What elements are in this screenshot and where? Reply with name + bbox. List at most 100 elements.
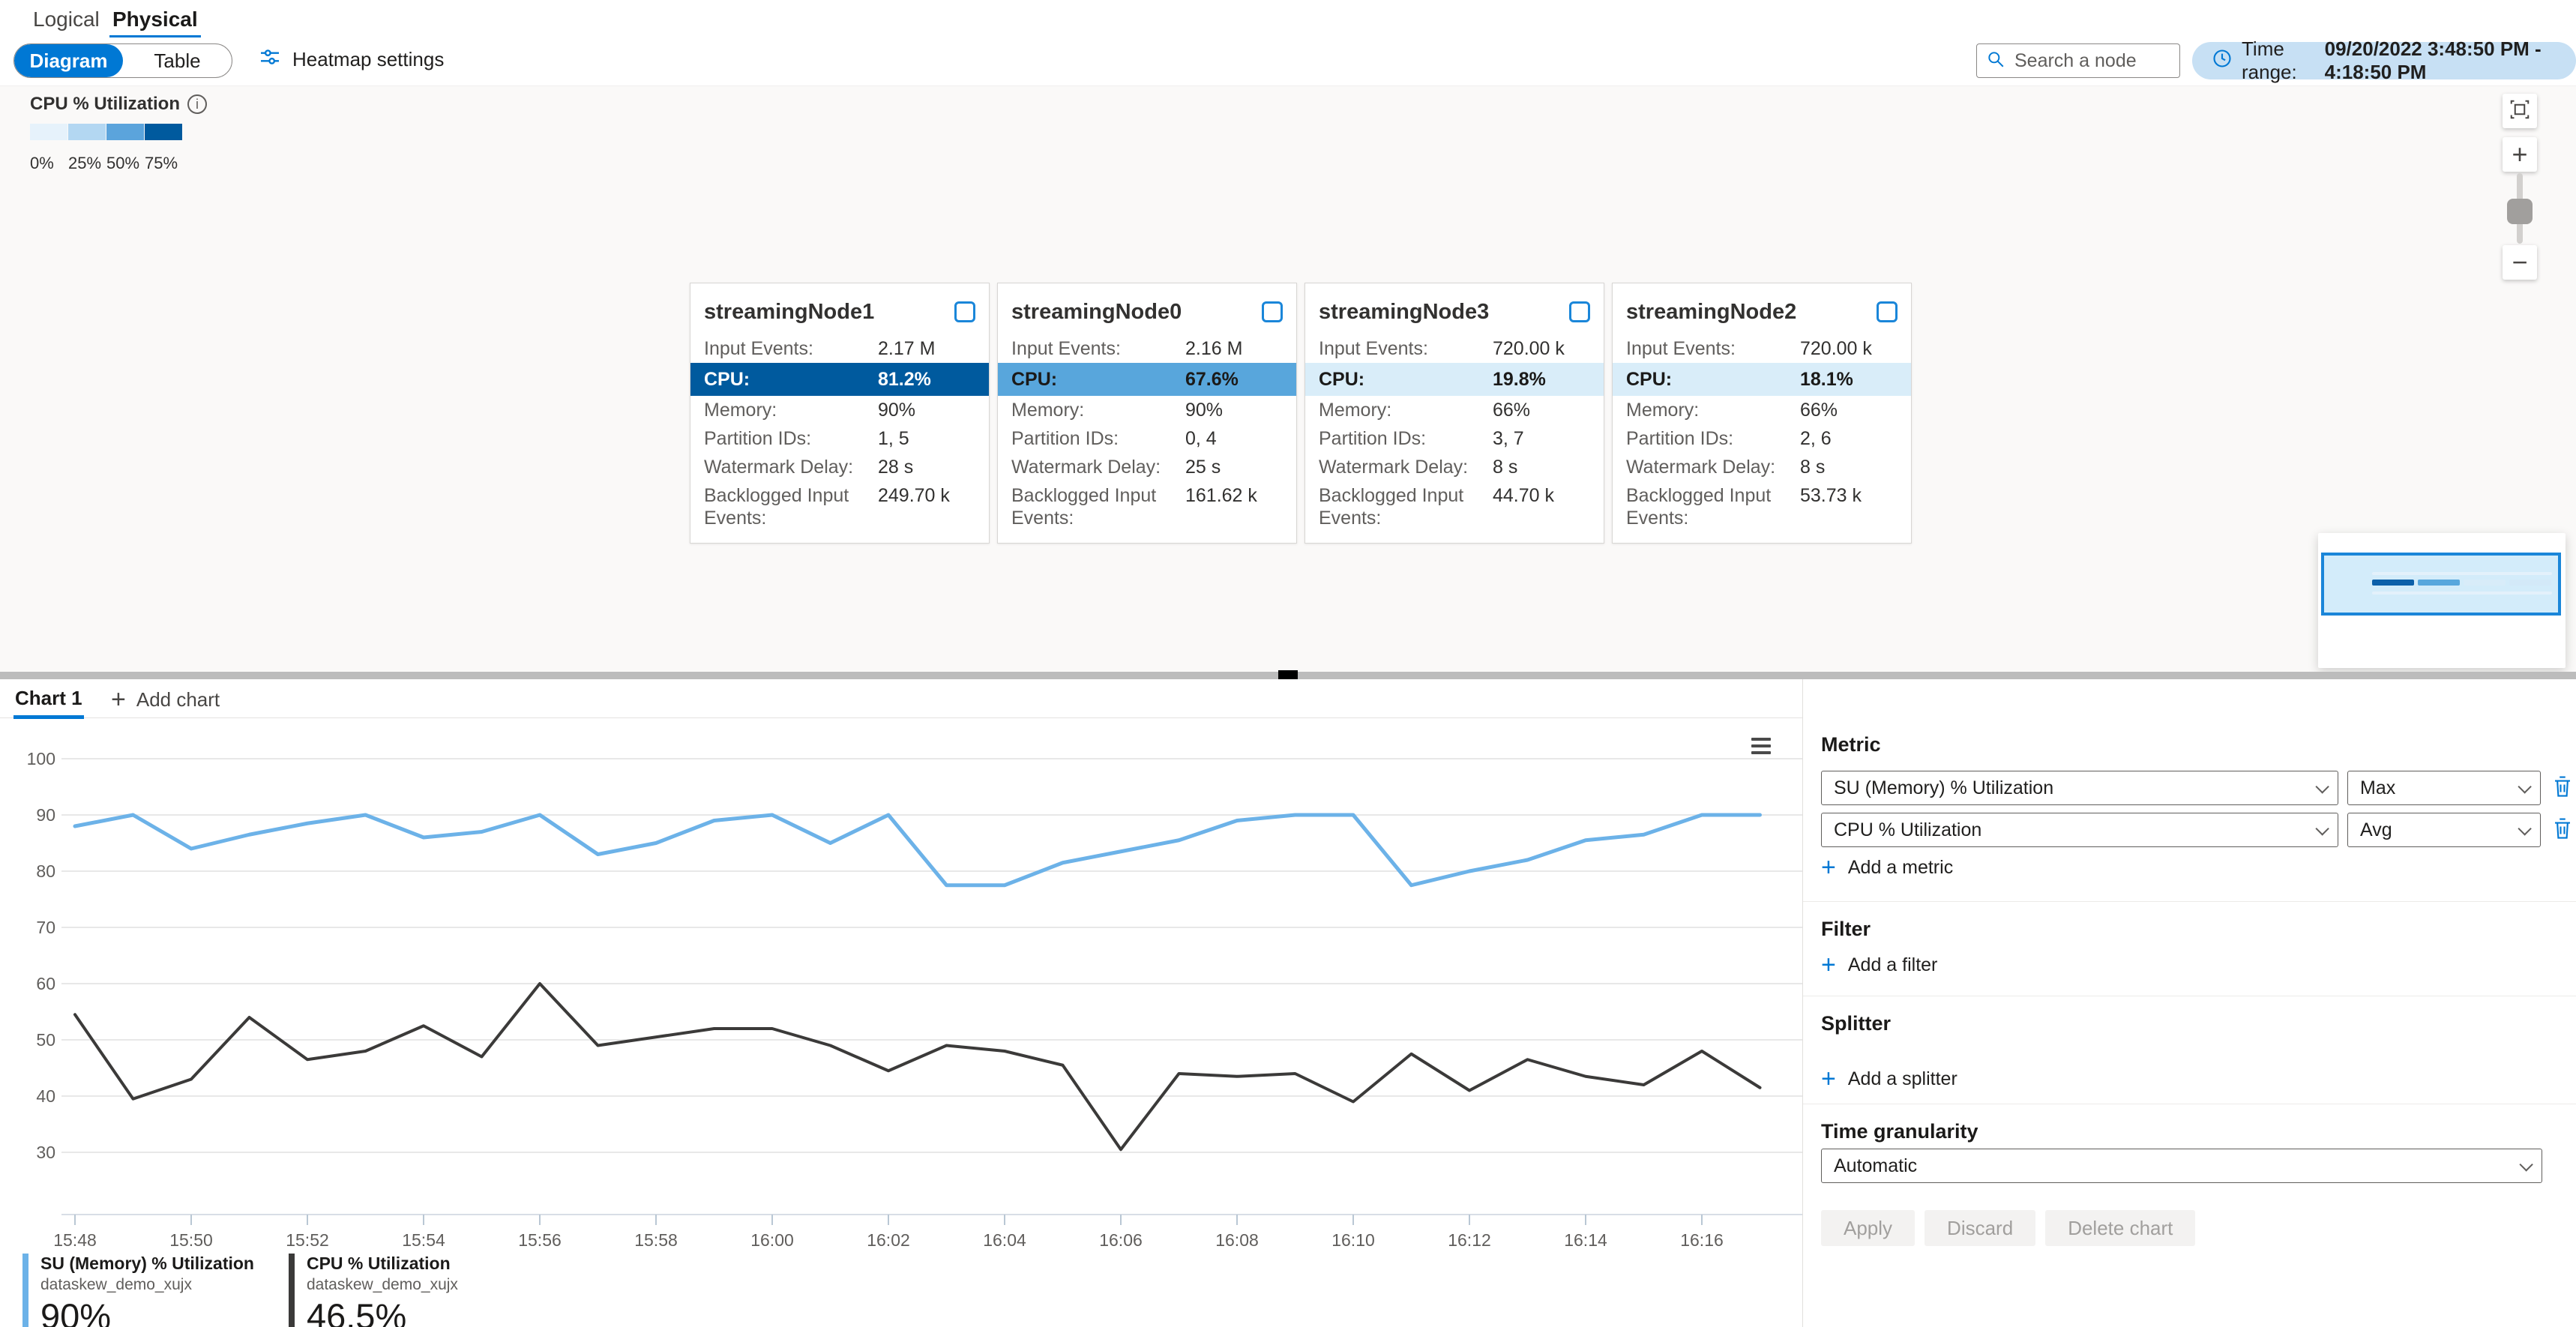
time-granularity-select[interactable]: Automatic — [1821, 1149, 2542, 1183]
zoom-in-button[interactable]: + — [2503, 137, 2537, 172]
metric-value: 66% — [1800, 399, 1838, 421]
node-checkbox[interactable] — [954, 301, 975, 322]
node-checkbox[interactable] — [1877, 301, 1898, 322]
add-filter-label: Add a filter — [1848, 954, 1938, 976]
metric-select-value: CPU % Utilization — [1834, 819, 1981, 841]
apply-button[interactable]: Apply — [1821, 1210, 1915, 1246]
minimap-viewport[interactable] — [2321, 553, 2561, 616]
svg-text:16:02: 16:02 — [867, 1230, 910, 1250]
metric-value: 8 s — [1800, 456, 1825, 478]
metric-value: 720.00 k — [1800, 337, 1872, 360]
heatmap-stop-swatch — [145, 124, 183, 140]
metric-value: 249.70 k — [878, 484, 950, 529]
legend-value: 46.5% — [307, 1296, 458, 1327]
metric-value: 53.73 k — [1800, 484, 1862, 529]
tab-logical[interactable]: Logical — [33, 7, 100, 31]
add-splitter-button[interactable]: + Add a splitter — [1821, 1065, 1957, 1094]
chart-legend-item[interactable]: SU (Memory) % Utilizationdataskew_demo_x… — [22, 1254, 254, 1327]
metric-label: Input Events: — [1011, 337, 1185, 360]
search-icon — [1986, 49, 2005, 73]
svg-text:15:58: 15:58 — [634, 1230, 678, 1250]
add-filter-button[interactable]: + Add a filter — [1821, 951, 1937, 980]
delete-metric-icon[interactable] — [2551, 774, 2574, 803]
metric-label: Input Events: — [1626, 337, 1800, 360]
zoom-out-button[interactable]: − — [2503, 245, 2537, 280]
metric-value: 28 s — [878, 456, 913, 478]
plus-icon: + — [111, 685, 126, 714]
node-card-streamingNode1[interactable]: streamingNode1Input Events:2.17 MCPU:81.… — [690, 283, 990, 544]
metric-select[interactable]: CPU % Utilization — [1821, 813, 2338, 847]
time-range-label: Time range: — [2242, 37, 2316, 84]
aggregation-select[interactable]: Max — [2347, 771, 2541, 805]
node-card-streamingNode2[interactable]: streamingNode2 Input Events:720.00 kCPU:1… — [1612, 283, 1912, 544]
delete-chart-button[interactable]: Delete chart — [2045, 1210, 2195, 1246]
node-card-header: streamingNode3 — [1305, 295, 1604, 328]
add-chart-button[interactable]: + Add chart — [111, 685, 220, 714]
heatmap-stop-label: 50% — [106, 154, 145, 173]
node-metrics: Input Events:2.17 MCPU:81.2%Memory:90%Pa… — [690, 334, 989, 532]
tab-physical[interactable]: Physical — [112, 7, 198, 31]
heatmap-stop-label: 25% — [68, 154, 106, 173]
chart-legend-item[interactable]: CPU % Utilizationdataskew_demo_xujx46.5% — [289, 1254, 458, 1327]
node-title: streamingNode2 — [1626, 300, 1796, 325]
add-metric-label: Add a metric — [1848, 857, 1953, 879]
node-card-streamingNode3[interactable]: streamingNode3 Input Events:720.00 kCPU:1… — [1304, 283, 1604, 544]
svg-text:70: 70 — [36, 918, 55, 937]
heatmap-legend-stop-labels: 0%25%50%75% — [30, 149, 207, 173]
diagram-canvas[interactable]: CPU % Utilization i 0%25%50%75% streamin… — [0, 85, 2576, 672]
toggle-table[interactable]: Table — [123, 44, 232, 77]
node-metric-row: Watermark Delay:28 s — [690, 453, 989, 481]
metric-value: 3, 7 — [1493, 427, 1524, 450]
metric-rows: SU (Memory) % Utilization Max CPU % Utiliz… — [1821, 771, 2574, 855]
discard-button[interactable]: Discard — [1925, 1210, 2035, 1246]
metric-label: Backlogged Input Events: — [1011, 484, 1185, 529]
metrics-chart[interactable]: 1009080706050403015:4815:5015:5215:5415:… — [0, 720, 1814, 1260]
chevron-down-icon — [2519, 1158, 2533, 1171]
fit-to-screen-button[interactable] — [2503, 94, 2537, 128]
node-metrics: Input Events:2.16 MCPU:67.6%Memory:90%Pa… — [998, 334, 1296, 532]
node-metric-row: Memory:66% — [1613, 396, 1911, 424]
node-metrics: Input Events:720.00 kCPU:18.1%Memory:66%… — [1613, 334, 1911, 532]
node-card-header: streamingNode2 — [1613, 295, 1911, 328]
legend-resource-name: dataskew_demo_xujx — [307, 1276, 458, 1294]
node-metric-row: Backlogged Input Events:249.70 k — [690, 481, 989, 532]
metric-label: Watermark Delay: — [1011, 456, 1185, 478]
pane-splitter[interactable] — [0, 672, 2576, 679]
toggle-diagram[interactable]: Diagram — [14, 44, 123, 77]
chart-settings-panel: Metric SU (Memory) % UtilizationMaxCPU %… — [1802, 679, 2576, 1327]
time-range-button[interactable]: Time range: 09/20/2022 3:48:50 PM - 4:18… — [2192, 42, 2576, 79]
node-metric-row: CPU:19.8% — [1305, 363, 1604, 396]
chart-context-menu-icon[interactable] — [1751, 738, 1771, 758]
metric-row: SU (Memory) % Utilization Max — [1821, 771, 2574, 805]
metric-label: Watermark Delay: — [1626, 456, 1800, 478]
line-chart[interactable]: 1009080706050403015:4815:5015:5215:5415:… — [0, 720, 1814, 1260]
metric-value: 19.8% — [1493, 368, 1546, 391]
node-checkbox[interactable] — [1262, 301, 1283, 322]
metric-select[interactable]: SU (Memory) % Utilization — [1821, 771, 2338, 805]
node-metric-row: Backlogged Input Events:53.73 k — [1613, 481, 1911, 532]
svg-text:80: 80 — [36, 861, 55, 881]
metric-value: 720.00 k — [1493, 337, 1565, 360]
node-metric-row: Input Events:720.00 k — [1305, 334, 1604, 363]
aggregation-select[interactable]: Avg — [2347, 813, 2541, 847]
add-metric-button[interactable]: + Add a metric — [1821, 853, 1953, 882]
node-metric-row: Memory:66% — [1305, 396, 1604, 424]
node-title: streamingNode3 — [1319, 300, 1489, 325]
info-icon[interactable]: i — [187, 94, 207, 114]
svg-text:60: 60 — [36, 974, 55, 993]
node-metric-row: Watermark Delay:25 s — [998, 453, 1296, 481]
search-input[interactable] — [2014, 50, 2157, 72]
metrics-pane: Chart 1 + Add chart 1009080706050403015:… — [0, 679, 2576, 1327]
heatmap-settings-button[interactable]: Heatmap settings — [258, 45, 444, 74]
minimap[interactable] — [2318, 533, 2566, 668]
tab-chart-1[interactable]: Chart 1 — [15, 687, 82, 710]
node-checkbox[interactable] — [1569, 301, 1590, 322]
delete-metric-icon[interactable] — [2551, 816, 2574, 845]
metric-label: Memory: — [1319, 399, 1493, 421]
node-title: streamingNode0 — [1011, 300, 1182, 325]
node-card-streamingNode0[interactable]: streamingNode0 Input Events:2.16 MCPU:67.… — [997, 283, 1297, 544]
node-metrics: Input Events:720.00 kCPU:19.8%Memory:66%… — [1305, 334, 1604, 532]
zoom-slider-thumb[interactable] — [2507, 199, 2533, 224]
node-metric-row: CPU:67.6% — [998, 363, 1296, 396]
node-metric-row: Input Events:2.16 M — [998, 334, 1296, 363]
